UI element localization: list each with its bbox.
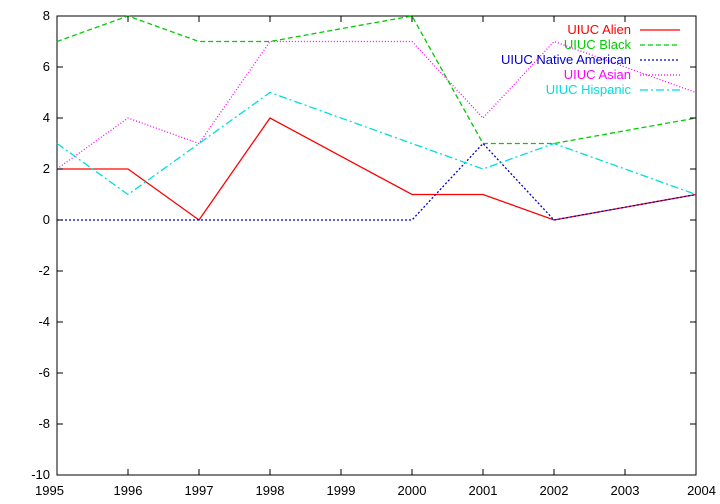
series-line-3 — [57, 142, 697, 221]
series-layer — [56, 15, 697, 221]
y-tick-label: 4 — [43, 110, 50, 125]
ticks-layer: -10 -8 -6 -4 -2 0 2 4 6 8 1995 1996 1997 1998 1999 2000… — [31, 8, 716, 498]
x-tick-label: 2001 — [469, 483, 498, 498]
legend-label: UIUC Alien — [567, 22, 631, 37]
x-tick-label: 1998 — [256, 483, 285, 498]
series-line-1 — [57, 117, 697, 221]
x-tick-label: 1999 — [327, 483, 356, 498]
y-tick-label: -10 — [31, 467, 50, 482]
y-tick-label: 6 — [43, 59, 50, 74]
x-tick-label: 2000 — [398, 483, 427, 498]
plot-area — [56, 15, 697, 476]
y-tick-label: -6 — [38, 365, 50, 380]
y-tick-label: 2 — [43, 161, 50, 176]
legend-label: UIUC Asian — [564, 67, 631, 82]
y-tick-label: 8 — [43, 8, 50, 23]
y-tick-label: -2 — [38, 263, 50, 278]
plot-frame — [56, 15, 697, 476]
series-line-2 — [56, 15, 697, 145]
series-line-5 — [56, 91, 697, 196]
y-tick-label: -4 — [38, 314, 50, 329]
y-tick-label: 0 — [43, 212, 50, 227]
x-tick-label: 1997 — [185, 483, 214, 498]
legend-label: UIUC Hispanic — [546, 82, 632, 97]
y-tick-label: -8 — [38, 416, 50, 431]
x-tick-label: 2003 — [611, 483, 640, 498]
series-line-4 — [56, 40, 697, 170]
x-tick-label: 2004 — [687, 483, 716, 498]
x-tick-label: 2002 — [540, 483, 569, 498]
x-tick-label: 1996 — [114, 483, 143, 498]
x-tick-label: 1995 — [35, 483, 64, 498]
legend-label: UIUC Black — [564, 37, 632, 52]
legend-label: UIUC Native American — [501, 52, 631, 67]
